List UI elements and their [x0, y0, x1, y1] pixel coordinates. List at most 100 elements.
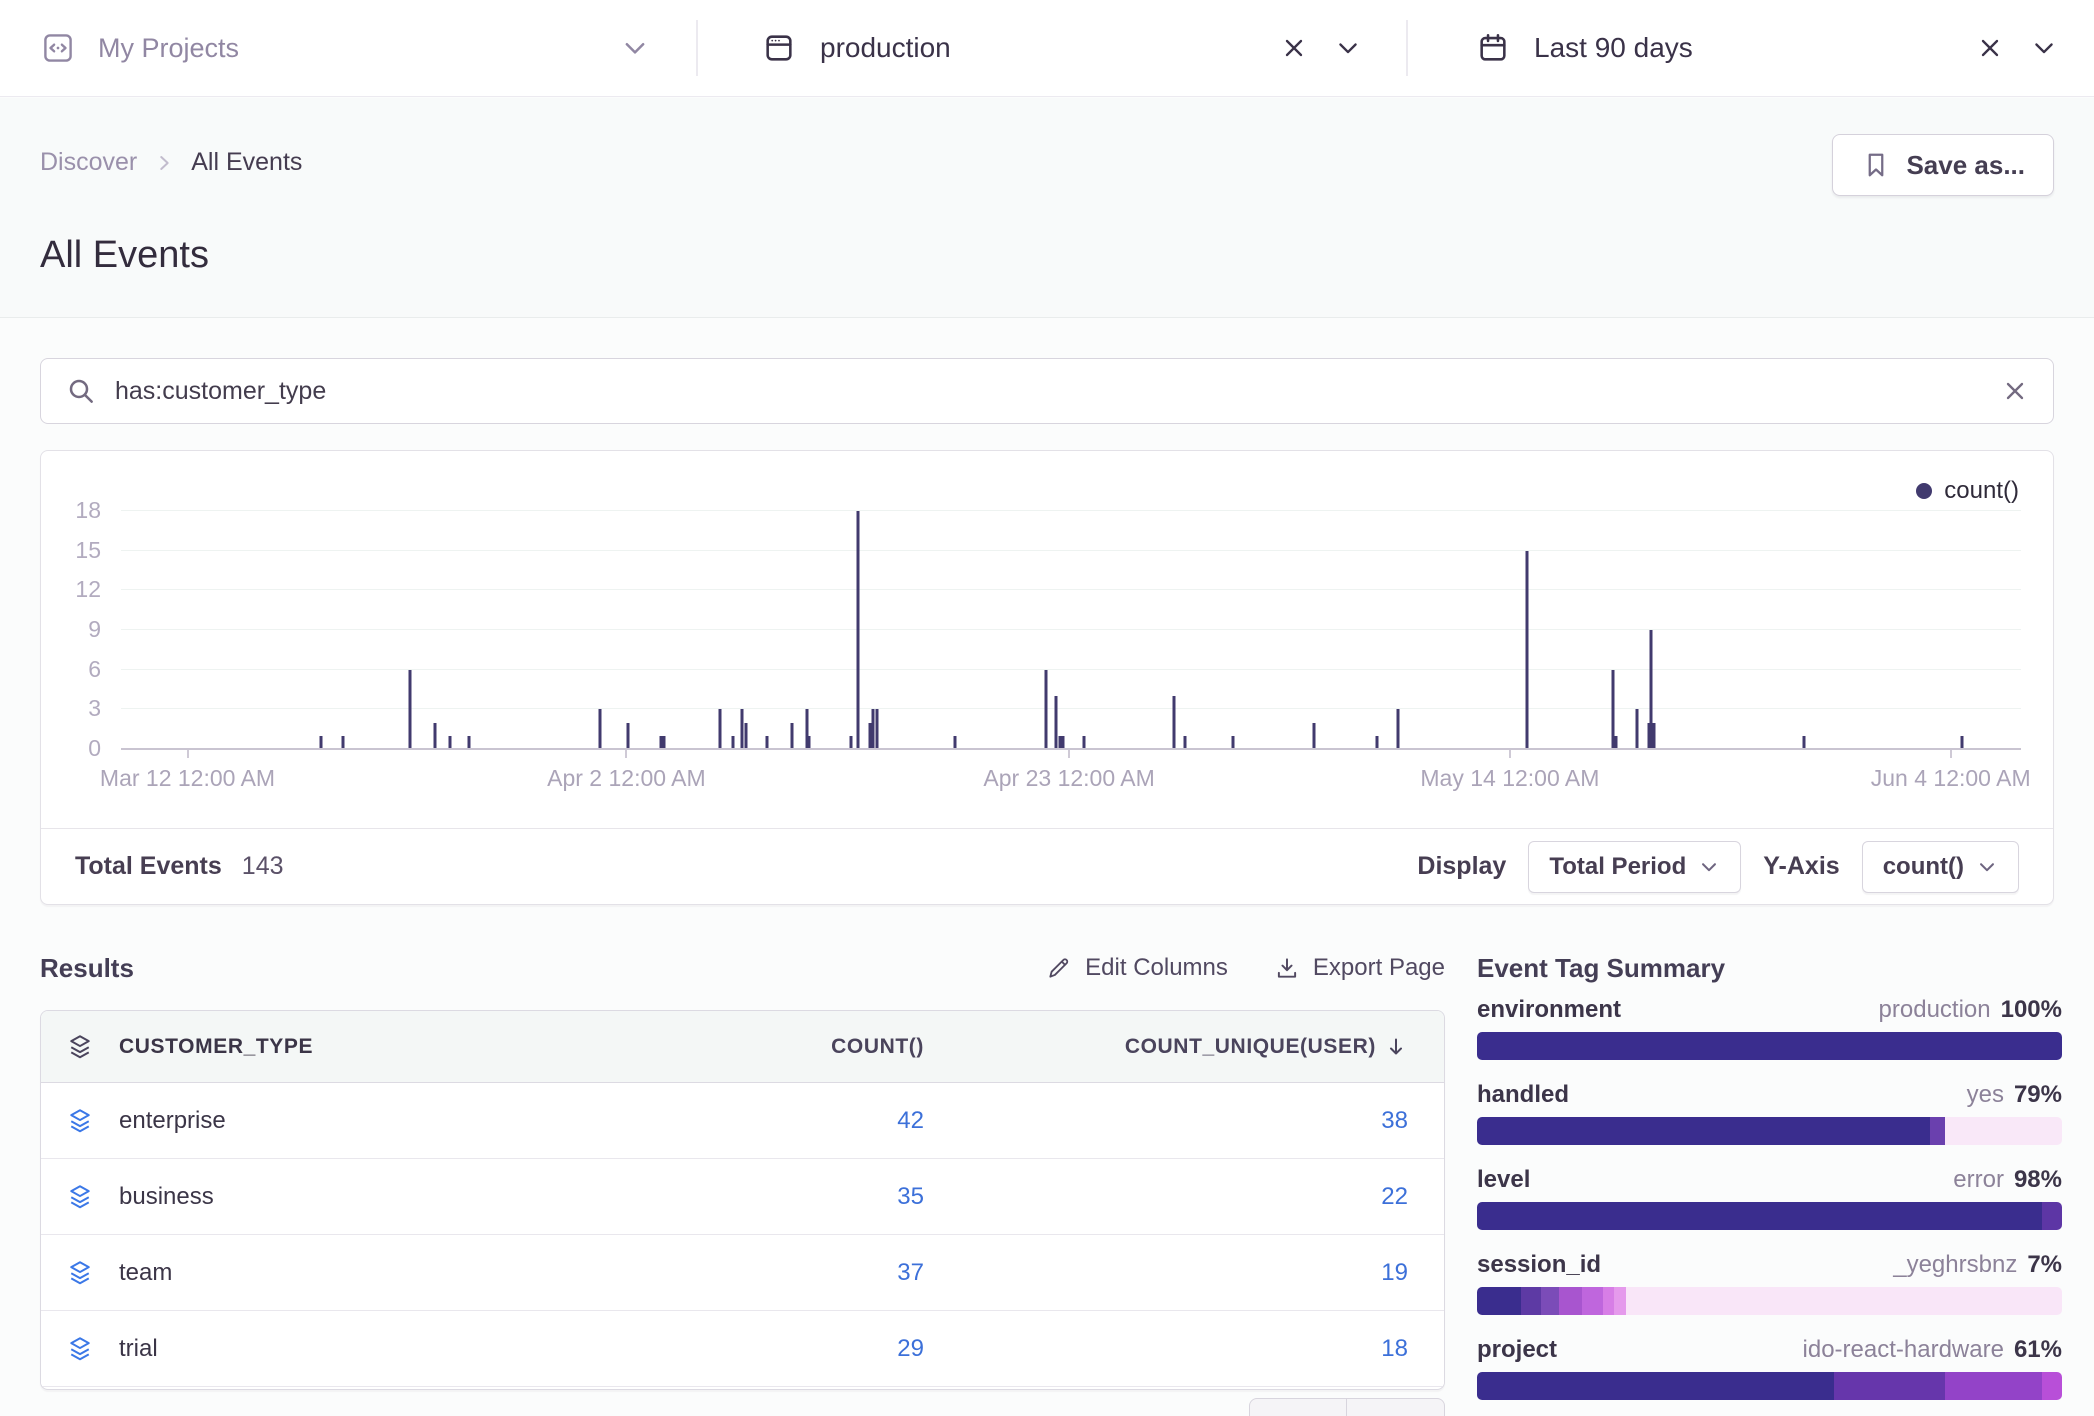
tag-bar-segment[interactable]	[1626, 1287, 2062, 1315]
sort-desc-icon	[1384, 1035, 1408, 1059]
chart-bar	[1054, 696, 1057, 749]
tag-bar-segment[interactable]	[1614, 1287, 1626, 1315]
tag-bar-segment[interactable]	[1477, 1032, 2062, 1060]
tag-bar-segment[interactable]	[1945, 1372, 2042, 1400]
chevron-down-icon	[1976, 856, 1998, 878]
y-axis-tick-label: 15	[49, 537, 101, 564]
x-axis-line	[121, 748, 2021, 750]
tag-bar[interactable]	[1477, 1287, 2062, 1315]
row-count-link[interactable]: 35	[897, 1183, 924, 1211]
environment-selector[interactable]: production	[698, 0, 1406, 96]
tag-name: level	[1477, 1166, 1530, 1194]
page-header: Discover All Events Save as... All Event…	[0, 98, 2094, 318]
projects-icon	[40, 30, 76, 66]
chart-bar	[598, 709, 601, 749]
row-count-cell: 37	[694, 1259, 924, 1287]
chart-bar	[790, 723, 793, 749]
tag-item: session_id_yeghrsbnz7%	[1477, 1251, 2062, 1315]
x-axis-tick	[187, 749, 189, 758]
table-header-row: CUSTOMER_TYPE COUNT() COUNT_UNIQUE(USER)	[41, 1011, 1444, 1083]
tag-name: project	[1477, 1336, 1557, 1364]
total-events-label: Total Events	[75, 852, 222, 881]
pagination-next-button[interactable]	[1347, 1398, 1445, 1416]
chart-bar	[868, 723, 871, 749]
tag-bar[interactable]	[1477, 1032, 2062, 1060]
discover-page: My Projects production	[0, 0, 2094, 1416]
tag-percent: 98%	[2014, 1166, 2062, 1194]
tag-summary-list: environmentproduction100%handledyes79%le…	[1477, 996, 2062, 1400]
window-icon	[762, 31, 796, 65]
chevron-down-icon[interactable]	[1334, 34, 1362, 62]
save-as-button[interactable]: Save as...	[1832, 134, 2054, 196]
row-count-unique-cell: 19	[924, 1259, 1444, 1287]
chart-bar	[433, 723, 436, 749]
column-header-count[interactable]: COUNT()	[694, 1035, 924, 1059]
chart-bar	[745, 723, 748, 749]
chart-bar	[741, 709, 744, 749]
pencil-icon	[1046, 955, 1072, 981]
chevron-down-icon[interactable]	[2030, 34, 2058, 62]
x-axis-tick	[1509, 749, 1511, 758]
row-customer-type: trial	[119, 1335, 694, 1363]
tag-bar[interactable]	[1477, 1202, 2062, 1230]
save-as-label: Save as...	[1906, 150, 2025, 181]
tag-bar-segment[interactable]	[2042, 1202, 2062, 1230]
tag-bar-segment[interactable]	[1477, 1372, 1834, 1400]
tag-bar-segment[interactable]	[1521, 1287, 1541, 1315]
tag-bar-segment[interactable]	[1477, 1287, 1521, 1315]
yaxis-dropdown[interactable]: count()	[1862, 841, 2019, 893]
chart-bar	[1045, 670, 1048, 749]
bookmark-icon	[1861, 150, 1891, 180]
tag-bar[interactable]	[1477, 1117, 2062, 1145]
tag-name: handled	[1477, 1081, 1569, 1109]
row-count-link[interactable]: 37	[897, 1259, 924, 1287]
results-title: Results	[40, 953, 134, 984]
search-input[interactable]	[115, 377, 1983, 406]
tag-bar-segment[interactable]	[1541, 1287, 1559, 1315]
date-range-selector[interactable]: Last 90 days	[1408, 0, 2094, 96]
row-count-link[interactable]: 29	[897, 1335, 924, 1363]
tag-item-head: session_id_yeghrsbnz7%	[1477, 1251, 2062, 1279]
tag-bar-segment[interactable]	[1477, 1117, 1930, 1145]
breadcrumb-discover-link[interactable]: Discover	[40, 148, 137, 177]
row-count-unique-link[interactable]: 38	[1381, 1107, 1408, 1135]
chart-bar	[872, 709, 875, 749]
export-page-button[interactable]: Export Page	[1274, 954, 1445, 982]
row-count-unique-link[interactable]: 22	[1381, 1183, 1408, 1211]
display-dropdown-value: Total Period	[1549, 853, 1686, 881]
tag-bar[interactable]	[1477, 1372, 2062, 1400]
tag-bar-segment[interactable]	[1477, 1202, 2042, 1230]
tag-bar-segment[interactable]	[1582, 1287, 1602, 1315]
layers-icon	[41, 1259, 119, 1287]
pagination-prev-button[interactable]	[1249, 1398, 1347, 1416]
row-count-unique-link[interactable]: 19	[1381, 1259, 1408, 1287]
column-header-count-unique-user[interactable]: COUNT_UNIQUE(USER)	[924, 1035, 1444, 1059]
y-axis-tick-label: 6	[49, 656, 101, 683]
layers-icon	[41, 1107, 119, 1135]
column-header-customer-type[interactable]: CUSTOMER_TYPE	[119, 1035, 694, 1059]
project-selector[interactable]: My Projects	[0, 0, 696, 96]
tag-bar-segment[interactable]	[2042, 1372, 2062, 1400]
display-dropdown[interactable]: Total Period	[1528, 841, 1741, 893]
y-axis-tick-label: 9	[49, 616, 101, 643]
tag-bar-segment[interactable]	[1603, 1287, 1615, 1315]
tag-bar-segment[interactable]	[1834, 1372, 1945, 1400]
yaxis-dropdown-value: count()	[1883, 853, 1964, 881]
chart-bar	[408, 670, 411, 749]
tag-bar-segment[interactable]	[1559, 1287, 1582, 1315]
tag-top-value: ido-react-hardware	[1803, 1336, 2004, 1364]
calendar-icon	[1476, 31, 1510, 65]
row-count-link[interactable]: 42	[897, 1107, 924, 1135]
clear-environment-icon[interactable]	[1280, 34, 1308, 62]
clear-date-range-icon[interactable]	[1976, 34, 2004, 62]
tag-bar-segment[interactable]	[1945, 1117, 2062, 1145]
tag-percent: 7%	[2027, 1251, 2062, 1279]
legend-label: count()	[1944, 477, 2019, 505]
tag-bar-segment[interactable]	[1930, 1117, 1945, 1145]
row-count-unique-link[interactable]: 18	[1381, 1335, 1408, 1363]
chart-bar	[1396, 709, 1399, 749]
edit-columns-button[interactable]: Edit Columns	[1046, 954, 1228, 982]
clear-search-icon[interactable]	[2001, 377, 2029, 405]
row-customer-type: enterprise	[119, 1107, 694, 1135]
chart-legend-count[interactable]: count()	[1916, 477, 2019, 505]
